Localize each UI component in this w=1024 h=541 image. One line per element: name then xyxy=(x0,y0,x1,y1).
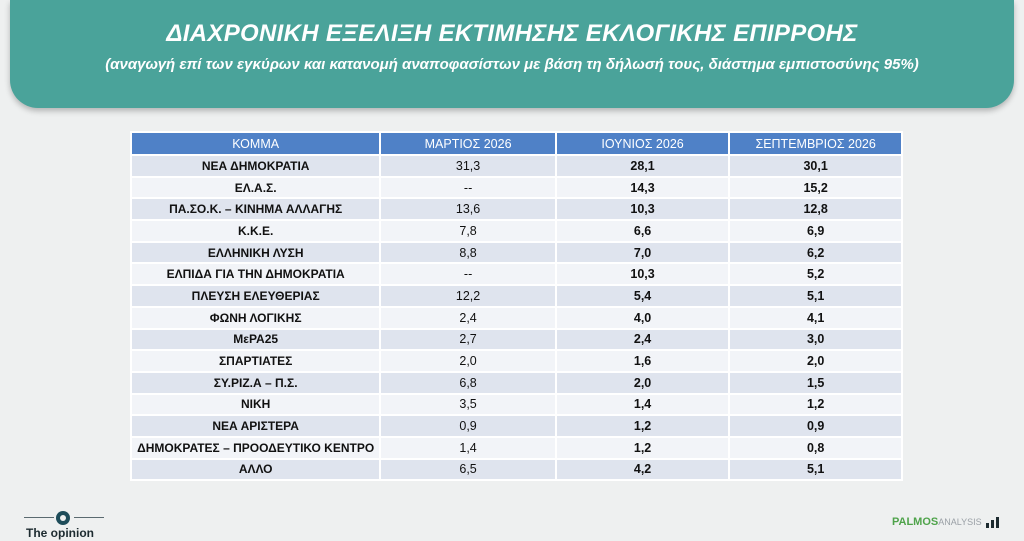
table-row: ΕΛΠΙΔΑ ΓΙΑ ΤΗΝ ΔΗΜΟΚΡΑΤΙΑ -- 10,3 5,2 xyxy=(129,262,903,287)
party-name-cell: ΝΕΑ ΑΡΙΣΤΕΡΑ xyxy=(129,414,382,438)
column-header-party: ΚΟΜΜΑ xyxy=(129,131,382,156)
table-body: ΝΕΑ ΔΗΜΟΚΡΑΤΙΑ 31,3 28,1 30,1 ΕΛ.Α.Σ. -- 14,3 1… xyxy=(129,154,903,482)
poll-table: ΚΟΜΜΑ ΜΑΡΤΙΟΣ 2026 ΙΟΥΝΙΟΣ 2026 ΣΕΠΤΕΜΒΡ… xyxy=(129,131,903,482)
value-cell: 8,8 xyxy=(379,240,557,265)
value-cell: 6,2 xyxy=(728,240,903,265)
column-header-march: ΜΑΡΤΙΟΣ 2026 xyxy=(379,131,557,156)
header-banner: ΔΙΑΧΡΟΝΙΚΗ ΕΞΕΛΙΞΗ ΕΚΤΙΜΗΣΗΣ ΕΚΛΟΓΙΚΗΣ Ε… xyxy=(10,0,1014,108)
party-name-cell: ΦΩΝΗ ΛΟΓΙΚΗΣ xyxy=(129,305,382,330)
value-cell: 12,8 xyxy=(728,197,903,222)
table-row: ΝΕΑ ΑΡΙΣΤΕΡΑ 0,9 1,2 0,9 xyxy=(129,414,903,438)
value-cell: 14,3 xyxy=(554,175,731,200)
party-name-cell: ΕΛ.Α.Σ. xyxy=(129,175,382,200)
value-cell: 3,5 xyxy=(379,392,557,417)
right-logo-main: PALMOS xyxy=(892,516,939,528)
value-cell: 12,2 xyxy=(379,284,557,308)
value-cell: 2,0 xyxy=(379,349,557,373)
party-name-cell: ΣΥ.ΡΙΖ.Α – Π.Σ. xyxy=(129,370,382,395)
party-name-cell: ΕΛΠΙΔΑ ΓΙΑ ΤΗΝ ΔΗΜΟΚΡΑΤΙΑ xyxy=(129,262,382,287)
page-subtitle: (αναγωγή επί των εγκύρων και κατανομή αν… xyxy=(105,56,919,73)
left-logo-text: The opinion xyxy=(26,526,94,540)
the-opinion-logo: The opinion xyxy=(20,510,120,540)
value-cell: 10,3 xyxy=(554,197,731,222)
table-row: ΣΥ.ΡΙΖ.Α – Π.Σ. 6,8 2,0 1,5 xyxy=(129,370,903,395)
table-row: ΝΙΚΗ 3,5 1,4 1,2 xyxy=(129,392,903,417)
value-cell: 0,9 xyxy=(379,414,557,438)
value-cell: 1,6 xyxy=(554,349,731,373)
value-cell: 5,2 xyxy=(728,262,903,287)
value-cell: -- xyxy=(379,175,557,200)
party-name-cell: ΣΠΑΡΤΙΑΤΕΣ xyxy=(129,349,382,373)
value-cell: 1,4 xyxy=(379,435,557,460)
party-name-cell: ΠΛΕΥΣΗ ΕΛΕΥΘΕΡΙΑΣ xyxy=(129,284,382,308)
table-row: Κ.Κ.Ε. 7,8 6,6 6,9 xyxy=(129,219,903,243)
value-cell: 6,6 xyxy=(554,219,731,243)
table-row: ΠΑ.ΣΟ.Κ. – ΚΙΝΗΜΑ ΑΛΛΑΓΗΣ 13,6 10,3 12,8 xyxy=(129,197,903,222)
value-cell: 5,1 xyxy=(728,284,903,308)
value-cell: 6,5 xyxy=(379,457,557,482)
column-header-september: ΣΕΠΤΕΜΒΡΙΟΣ 2026 xyxy=(728,131,903,156)
table-row: ΦΩΝΗ ΛΟΓΙΚΗΣ 2,4 4,0 4,1 xyxy=(129,305,903,330)
value-cell: 0,8 xyxy=(728,435,903,460)
value-cell: 4,1 xyxy=(728,305,903,330)
table-row: ΑΛΛΟ 6,5 4,2 5,1 xyxy=(129,457,903,482)
table-header-row: ΚΟΜΜΑ ΜΑΡΤΙΟΣ 2026 ΙΟΥΝΙΟΣ 2026 ΣΕΠΤΕΜΒΡ… xyxy=(129,131,903,156)
palmos-analysis-logo: PALMOSANALYSIS xyxy=(892,516,1001,529)
value-cell: 1,2 xyxy=(728,392,903,417)
value-cell: 28,1 xyxy=(554,154,731,178)
value-cell: 2,4 xyxy=(554,327,731,352)
table-row: ΣΠΑΡΤΙΑΤΕΣ 2,0 1,6 2,0 xyxy=(129,349,903,373)
party-name-cell: ΕΛΛΗΝΙΚΗ ΛΥΣΗ xyxy=(129,240,382,265)
value-cell: 2,7 xyxy=(379,327,557,352)
table-row: ΠΛΕΥΣΗ ΕΛΕΥΘΕΡΙΑΣ 12,2 5,4 5,1 xyxy=(129,284,903,308)
party-name-cell: Κ.Κ.Ε. xyxy=(129,219,382,243)
value-cell: 2,4 xyxy=(379,305,557,330)
party-name-cell: ΝΕΑ ΔΗΜΟΚΡΑΤΙΑ xyxy=(129,154,382,178)
value-cell: 5,4 xyxy=(554,284,731,308)
value-cell: 15,2 xyxy=(728,175,903,200)
table-row: ΕΛ.Α.Σ. -- 14,3 15,2 xyxy=(129,175,903,200)
logo-line-left xyxy=(24,517,54,518)
value-cell: 2,0 xyxy=(554,370,731,395)
party-name-cell: ΠΑ.ΣΟ.Κ. – ΚΙΝΗΜΑ ΑΛΛΑΓΗΣ xyxy=(129,197,382,222)
party-name-cell: ΜεΡΑ25 xyxy=(129,327,382,352)
party-name-cell: ΝΙΚΗ xyxy=(129,392,382,417)
table-row: ΜεΡΑ25 2,7 2,4 3,0 xyxy=(129,327,903,352)
table-row: ΝΕΑ ΔΗΜΟΚΡΑΤΙΑ 31,3 28,1 30,1 xyxy=(129,154,903,178)
logo-line-right xyxy=(74,517,104,518)
value-cell: 2,0 xyxy=(728,349,903,373)
value-cell: 7,8 xyxy=(379,219,557,243)
value-cell: -- xyxy=(379,262,557,287)
value-cell: 10,3 xyxy=(554,262,731,287)
value-cell: 6,9 xyxy=(728,219,903,243)
party-name-cell: ΔΗΜΟΚΡΑΤΕΣ – ΠΡΟΟΔΕΥΤΙΚΟ ΚΕΝΤΡΟ xyxy=(129,435,382,460)
value-cell: 1,2 xyxy=(554,435,731,460)
value-cell: 30,1 xyxy=(728,154,903,178)
column-header-june: ΙΟΥΝΙΟΣ 2026 xyxy=(554,131,731,156)
value-cell: 3,0 xyxy=(728,327,903,352)
page-title: ΔΙΑΧΡΟΝΙΚΗ ΕΞΕΛΙΞΗ ΕΚΤΙΜΗΣΗΣ ΕΚΛΟΓΙΚΗΣ Ε… xyxy=(166,20,858,47)
value-cell: 1,2 xyxy=(554,414,731,438)
value-cell: 4,0 xyxy=(554,305,731,330)
bar-chart-icon xyxy=(985,517,999,529)
table-row: ΕΛΛΗΝΙΚΗ ΛΥΣΗ 8,8 7,0 6,2 xyxy=(129,240,903,265)
value-cell: 1,5 xyxy=(728,370,903,395)
right-logo-rest: ANALYSIS xyxy=(938,517,982,527)
value-cell: 13,6 xyxy=(379,197,557,222)
value-cell: 1,4 xyxy=(554,392,731,417)
value-cell: 5,1 xyxy=(728,457,903,482)
value-cell: 6,8 xyxy=(379,370,557,395)
value-cell: 7,0 xyxy=(554,240,731,265)
value-cell: 0,9 xyxy=(728,414,903,438)
value-cell: 31,3 xyxy=(379,154,557,178)
table-row: ΔΗΜΟΚΡΑΤΕΣ – ΠΡΟΟΔΕΥΤΙΚΟ ΚΕΝΤΡΟ 1,4 1,2 0,8 xyxy=(129,435,903,460)
opinion-circle-icon xyxy=(56,511,70,525)
value-cell: 4,2 xyxy=(554,457,731,482)
party-name-cell: ΑΛΛΟ xyxy=(129,457,382,482)
